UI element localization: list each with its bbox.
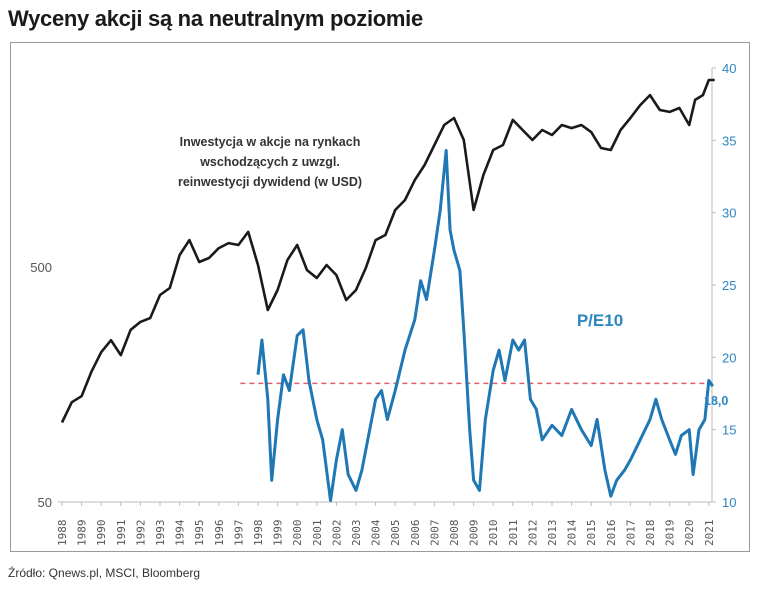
x-tick-label: 1995: [193, 520, 206, 547]
x-tick-label: 2006: [409, 520, 422, 547]
chart-title: Wyceny akcji są na neutralnym poziomie: [8, 6, 423, 31]
x-tick-label: 1997: [232, 520, 245, 547]
x-tick-label: 2016: [605, 520, 618, 547]
x-tick-label: 2014: [566, 519, 579, 546]
right-tick-label: 20: [722, 350, 736, 365]
x-tick-label: 2020: [683, 520, 696, 547]
x-tick-label: 2000: [291, 520, 304, 547]
x-tick-label: 2009: [468, 520, 481, 547]
x-tick-label: 2011: [507, 520, 520, 547]
index-series-line: [60, 78, 715, 424]
right-tick-label: 10: [722, 495, 736, 510]
x-tick-label: 1993: [154, 520, 167, 547]
right-tick-label: 35: [722, 133, 736, 148]
index-annotation-line: Inwestycja w akcje na rynkach: [180, 135, 361, 149]
x-tick-label: 2003: [350, 520, 363, 547]
right-tick-label: 30: [722, 206, 736, 221]
source-note: Źródło: Qnews.pl, MSCI, Bloomberg: [8, 566, 201, 580]
x-tick-label: 2012: [526, 520, 539, 547]
x-tick-label: 2017: [624, 520, 637, 547]
x-tick-label: 1999: [272, 520, 285, 547]
pe10-label: P/E10: [577, 311, 623, 330]
x-tick-label: 2010: [487, 520, 500, 547]
x-tick-label: 2007: [428, 520, 441, 547]
x-tick-label: 2001: [311, 520, 324, 547]
right-tick-label: 15: [722, 423, 736, 438]
left-tick-label: 500: [30, 260, 52, 275]
x-tick-label: 1988: [56, 520, 69, 547]
x-tick-label: 2019: [664, 520, 677, 547]
index-annotation-line: reinwestycji dywidend (w USD): [178, 175, 362, 189]
x-tick-label: 1990: [95, 520, 108, 547]
x-tick-label: 1992: [134, 520, 147, 547]
x-tick-label: 2015: [585, 520, 598, 547]
x-tick-label: 1994: [174, 519, 187, 546]
index-annotation-line: wschodzących z uwzgl.: [199, 155, 340, 169]
x-tick-label: 2002: [330, 520, 343, 547]
x-tick-label: 1989: [76, 520, 89, 547]
x-tick-label: 2008: [448, 520, 461, 547]
pe10-series-line: [256, 149, 714, 503]
x-tick-label: 2004: [370, 519, 383, 546]
right-tick-label: 40: [722, 61, 736, 76]
x-tick-label: 1998: [252, 520, 265, 547]
chart-frame: [10, 42, 750, 552]
x-tick-label: 1996: [213, 520, 226, 547]
x-tick-label: 1991: [115, 520, 128, 547]
last-value-label: 18,0: [704, 394, 728, 408]
x-tick-label: 2018: [644, 520, 657, 547]
x-tick-label: 2021: [703, 520, 716, 547]
x-tick-label: 2013: [546, 520, 559, 547]
left-tick-label: 50: [38, 495, 52, 510]
x-tick-label: 2005: [389, 520, 402, 547]
right-tick-label: 25: [722, 278, 736, 293]
